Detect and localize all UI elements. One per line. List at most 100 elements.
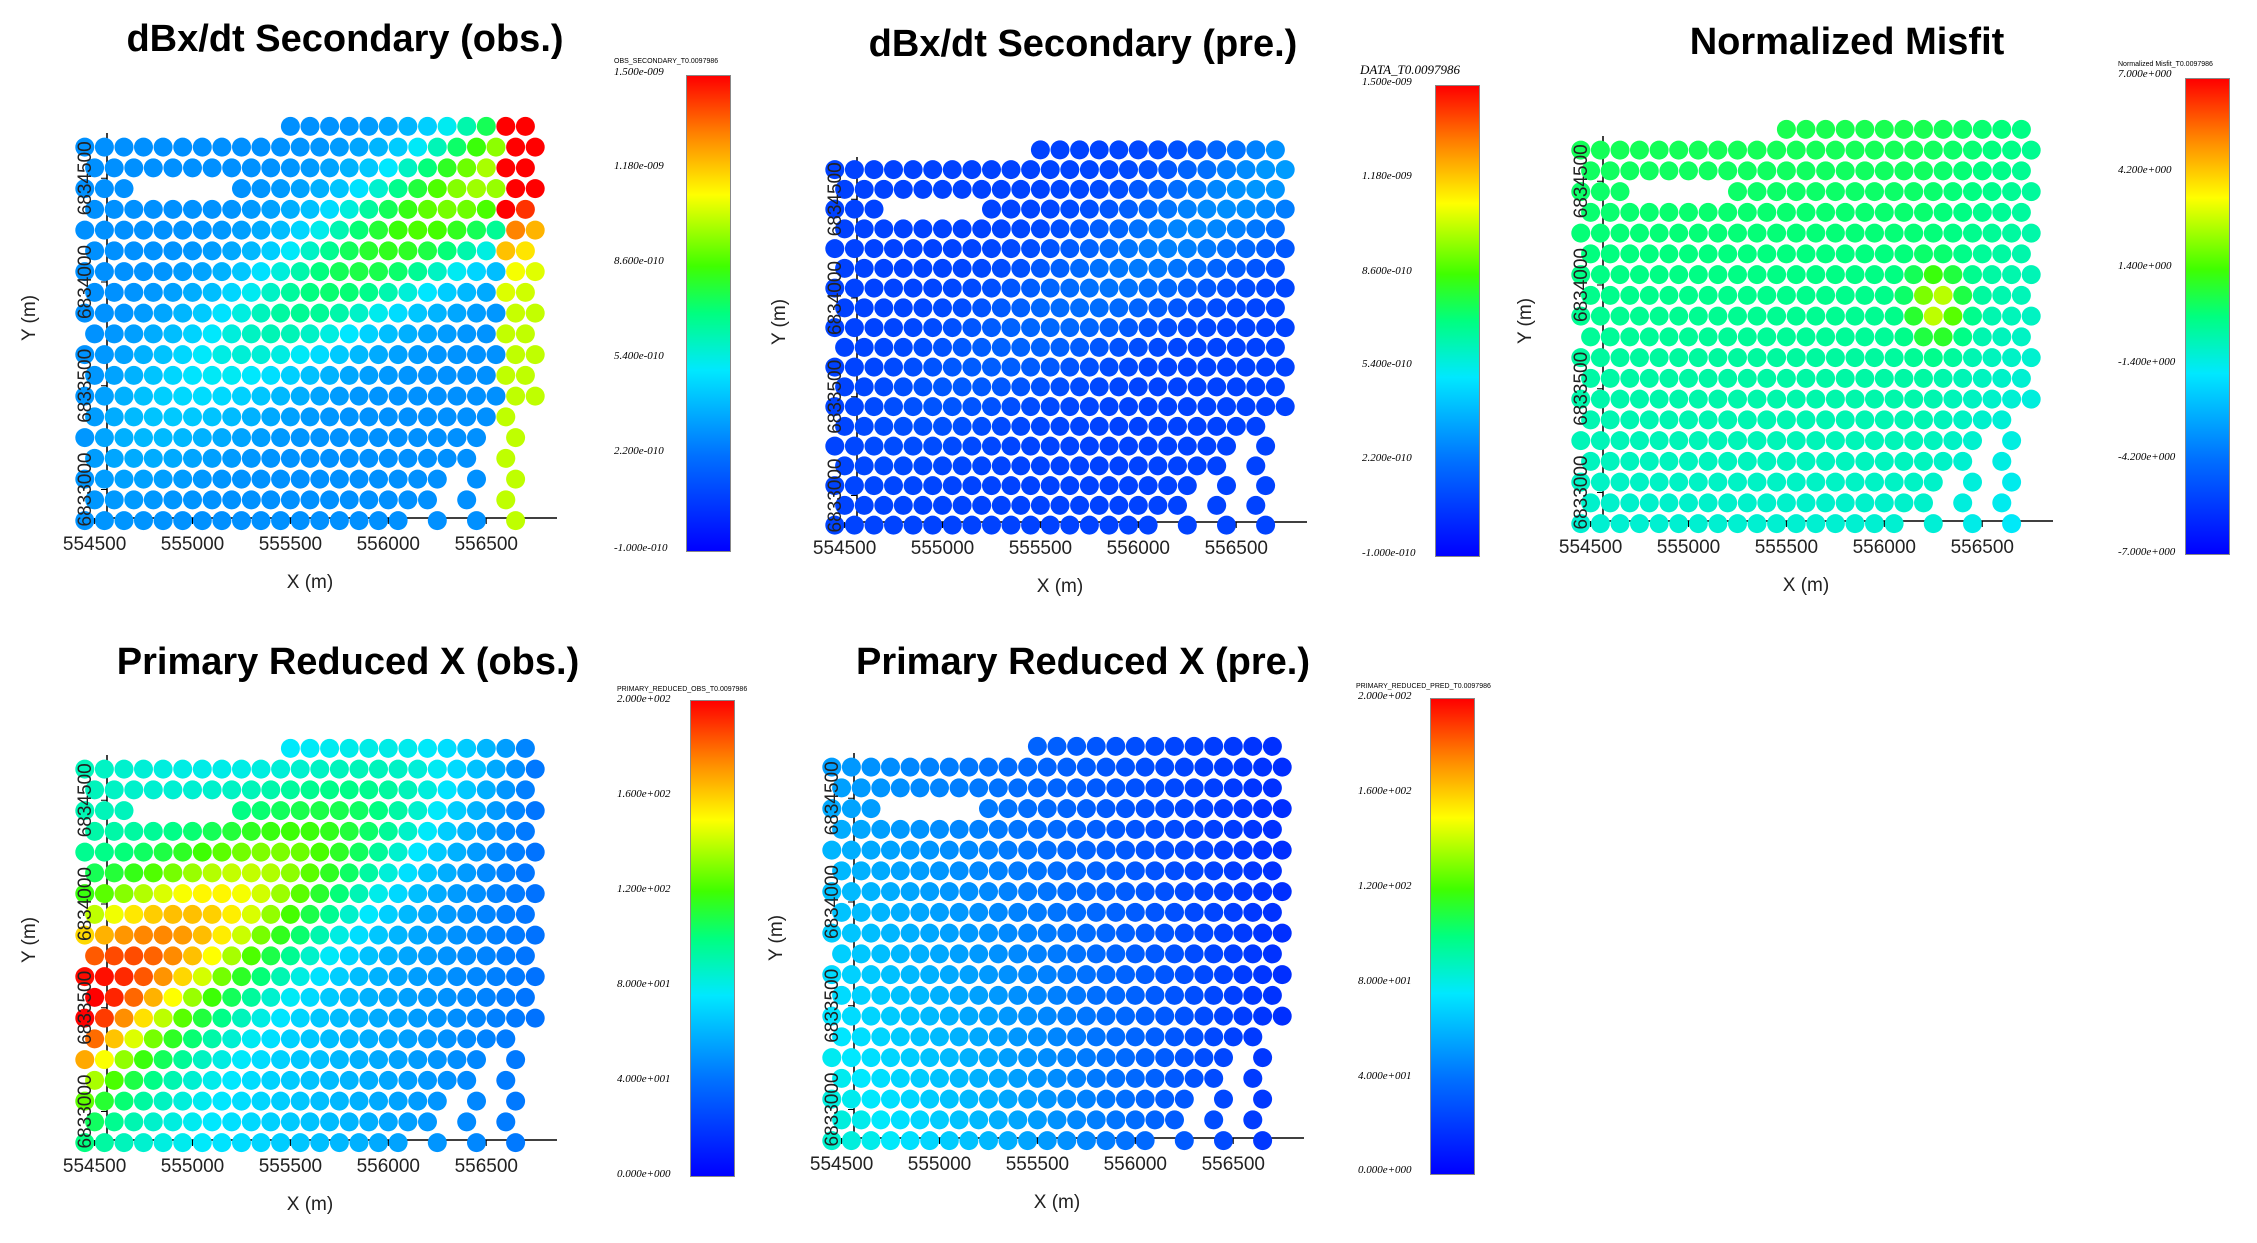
station-point: [1590, 472, 1610, 492]
station-point: [1265, 298, 1285, 318]
station-point: [881, 840, 900, 860]
station-point: [1757, 368, 1777, 388]
station-point: [359, 241, 379, 261]
station-point: [1943, 223, 1963, 243]
station-point: [1079, 278, 1099, 298]
station-point: [1079, 515, 1099, 535]
station-point: [874, 495, 894, 515]
station-point: [910, 861, 930, 881]
station-point: [861, 965, 881, 985]
station-point: [1649, 389, 1669, 409]
station-point: [212, 220, 232, 240]
station-point: [1243, 736, 1263, 756]
station-point: [910, 778, 930, 798]
station-point: [910, 944, 930, 964]
station-point: [1168, 258, 1187, 278]
station-point: [952, 219, 972, 239]
station-point: [1649, 306, 1669, 326]
station-point: [1128, 456, 1148, 476]
station-point: [1262, 861, 1282, 881]
station-point: [94, 511, 114, 531]
station-point: [467, 386, 486, 406]
station-point: [1982, 223, 2002, 243]
station-point: [920, 965, 940, 985]
station-point: [1718, 327, 1738, 347]
station-point: [1057, 923, 1077, 943]
station-point: [261, 407, 281, 427]
station-point: [1223, 778, 1243, 798]
station-point: [1194, 799, 1214, 819]
station-point: [952, 258, 972, 278]
station-point: [329, 303, 349, 323]
x-tick-label: 555000: [911, 538, 974, 559]
station-point: [884, 160, 903, 180]
station-point: [467, 469, 486, 489]
station-point: [841, 1048, 861, 1068]
station-point: [1639, 368, 1659, 388]
station-point: [890, 985, 910, 1005]
station-point: [1099, 278, 1119, 298]
station-point: [982, 436, 1001, 456]
station-point: [1630, 223, 1649, 243]
station-point: [378, 365, 398, 385]
station-point: [1630, 472, 1649, 492]
station-point: [2011, 244, 2031, 264]
station-point: [408, 469, 428, 489]
station-point: [1106, 819, 1126, 839]
station-point: [1718, 285, 1738, 305]
station-point: [1158, 476, 1178, 496]
station-point: [1155, 882, 1175, 902]
station-point: [232, 428, 251, 448]
station-point: [910, 1110, 930, 1130]
station-point: [1040, 318, 1060, 338]
station-point: [1855, 327, 1875, 347]
station-point: [427, 303, 447, 323]
station-point: [1884, 389, 1904, 409]
station-point: [202, 407, 222, 427]
station-point: [251, 137, 271, 157]
station-point: [290, 511, 310, 531]
station-point: [900, 923, 920, 943]
station-point: [998, 882, 1018, 902]
station-point: [1571, 265, 1591, 285]
station-point: [1600, 202, 1620, 222]
station-point: [1610, 265, 1630, 285]
station-point: [271, 469, 291, 489]
station-point: [1776, 202, 1796, 222]
station-point: [202, 490, 222, 510]
station-point: [290, 220, 310, 240]
station-point: [1030, 140, 1050, 160]
station-point: [1747, 431, 1767, 451]
x-tick-label: 555500: [1006, 1154, 1069, 1175]
station-point: [844, 160, 864, 180]
station-point: [1021, 199, 1041, 219]
station-point: [1174, 1089, 1194, 1109]
station-point: [1649, 472, 1669, 492]
station-point: [1610, 223, 1630, 243]
station-point: [1086, 819, 1106, 839]
station-point: [251, 303, 271, 323]
station-point: [1067, 819, 1087, 839]
station-point: [854, 456, 874, 476]
station-point: [339, 490, 359, 510]
station-point: [1187, 377, 1207, 397]
station-point: [476, 407, 496, 427]
station-point: [1649, 348, 1669, 368]
station-point: [1109, 416, 1129, 436]
station-point: [1217, 160, 1236, 180]
station-point: [900, 1131, 920, 1151]
station-point: [202, 448, 222, 468]
station-point: [864, 476, 884, 496]
station-point: [920, 923, 940, 943]
station-point: [457, 448, 477, 468]
station-point: [1021, 397, 1041, 417]
station-point: [933, 219, 952, 239]
station-point: [1688, 514, 1708, 534]
station-point: [884, 357, 903, 377]
station-point: [1214, 799, 1233, 819]
station-point: [114, 469, 134, 489]
station-point: [1001, 515, 1021, 535]
station-point: [359, 407, 379, 427]
station-point: [1217, 436, 1236, 456]
station-point: [1119, 357, 1138, 377]
